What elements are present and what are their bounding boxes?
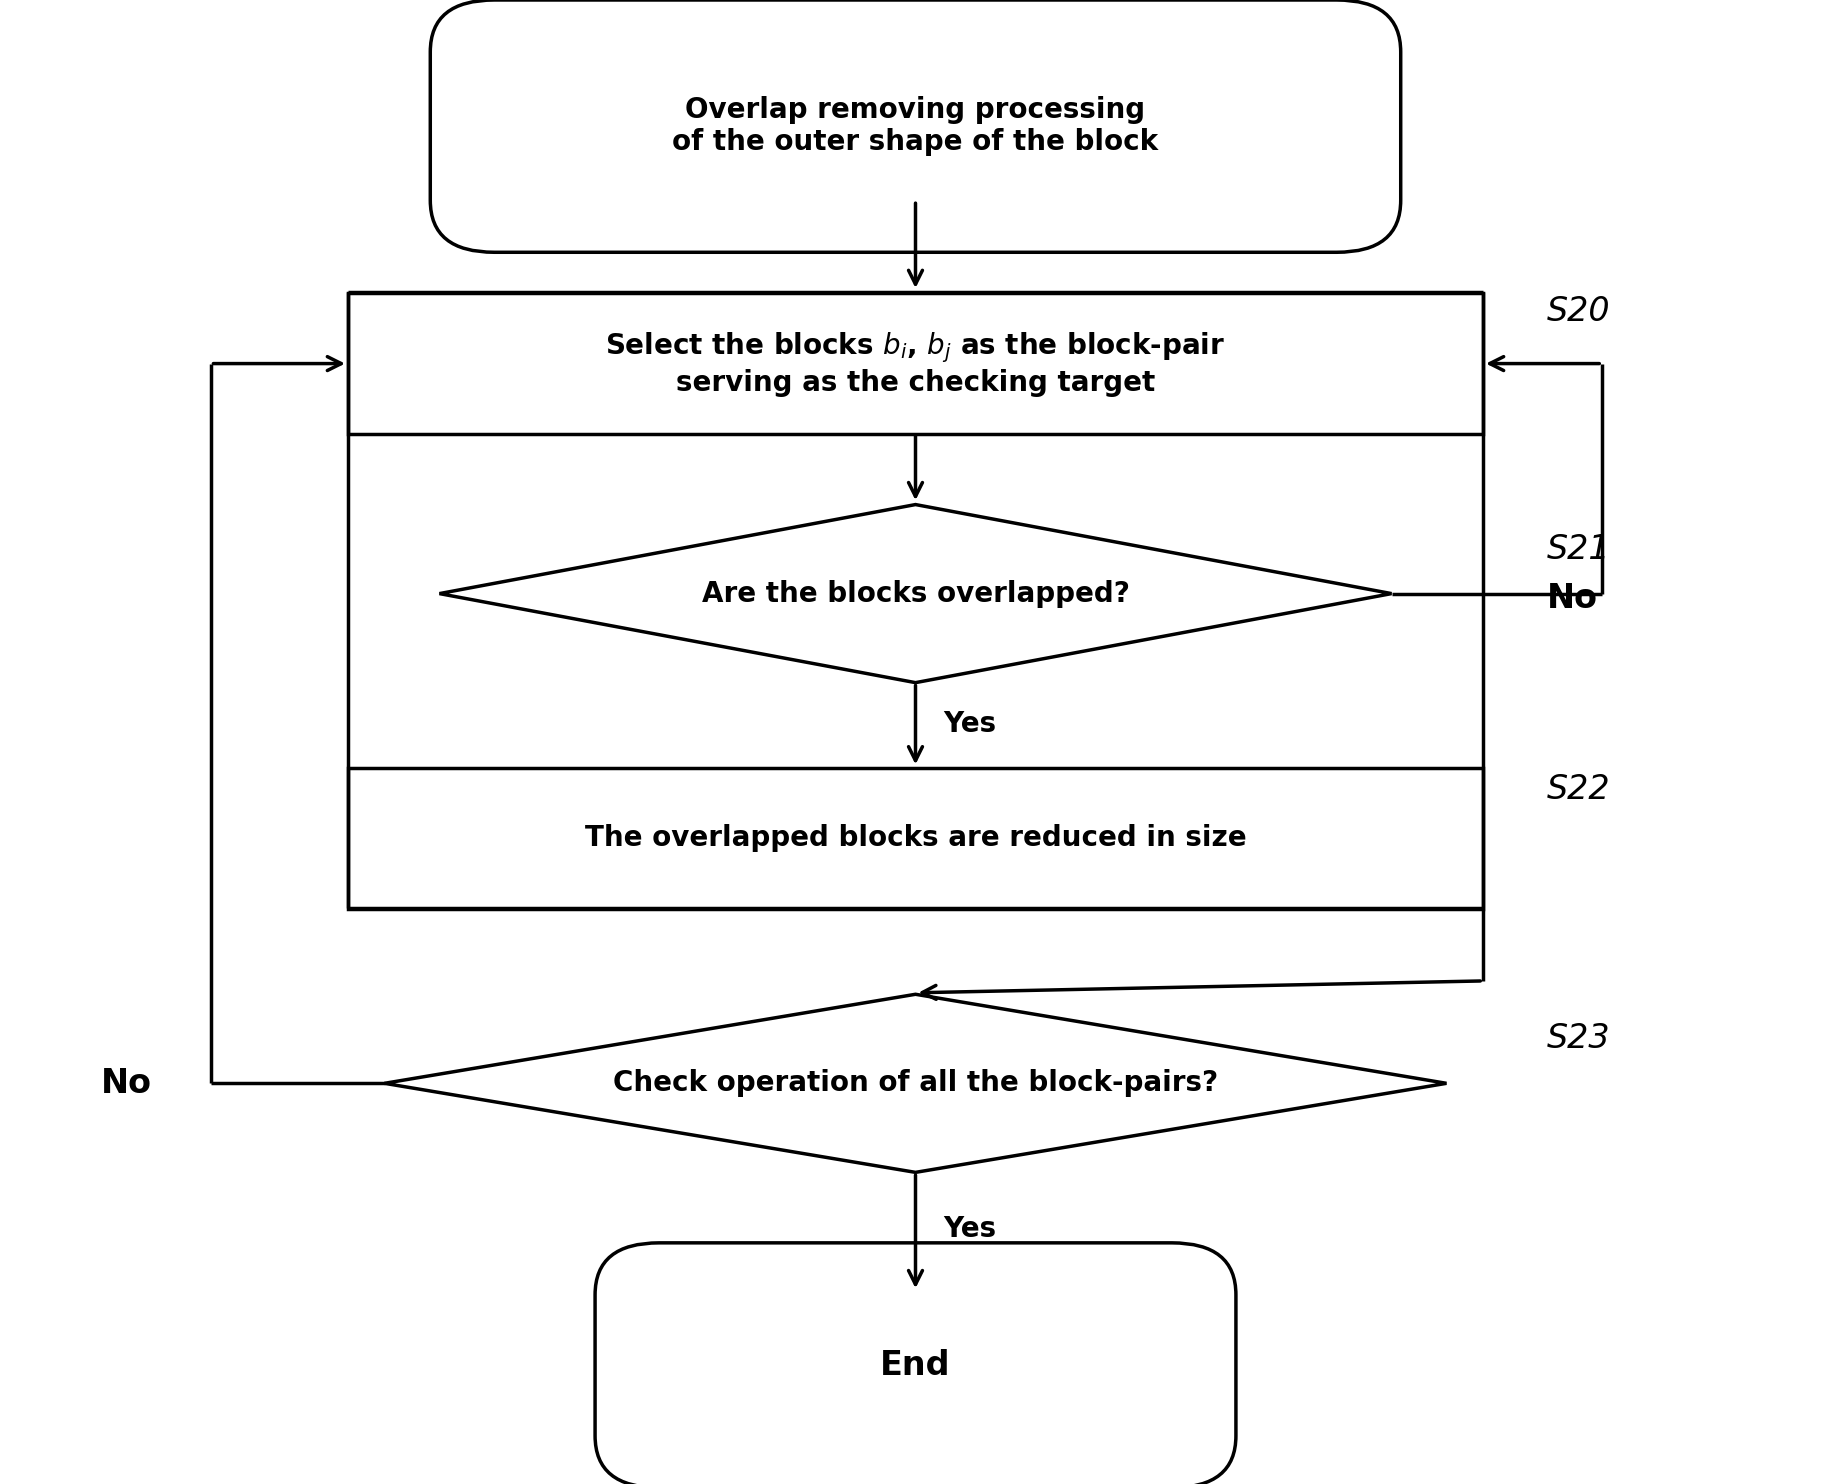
Text: S20: S20 <box>1546 295 1610 328</box>
Text: The overlapped blocks are reduced in size: The overlapped blocks are reduced in siz… <box>584 825 1246 852</box>
Polygon shape <box>384 994 1446 1172</box>
Polygon shape <box>439 505 1391 683</box>
Text: S21: S21 <box>1546 533 1610 565</box>
Text: Yes: Yes <box>942 1215 996 1242</box>
Text: S22: S22 <box>1546 773 1610 806</box>
Bar <box>348 767 1482 908</box>
Text: No: No <box>101 1067 152 1100</box>
Text: S23: S23 <box>1546 1022 1610 1055</box>
FancyBboxPatch shape <box>430 0 1400 252</box>
Text: Overlap removing processing
of the outer shape of the block: Overlap removing processing of the outer… <box>672 96 1158 156</box>
Text: End: End <box>880 1349 950 1382</box>
Bar <box>348 292 1482 433</box>
Text: Select the blocks $b_i$, $b_j$ as the block-pair
serving as the checking target: Select the blocks $b_i$, $b_j$ as the bl… <box>606 329 1224 398</box>
Text: Yes: Yes <box>942 711 996 738</box>
FancyBboxPatch shape <box>595 1244 1235 1484</box>
Text: Are the blocks overlapped?: Are the blocks overlapped? <box>701 580 1129 607</box>
Text: Check operation of all the block-pairs?: Check operation of all the block-pairs? <box>613 1070 1217 1097</box>
Text: No: No <box>1546 582 1598 614</box>
